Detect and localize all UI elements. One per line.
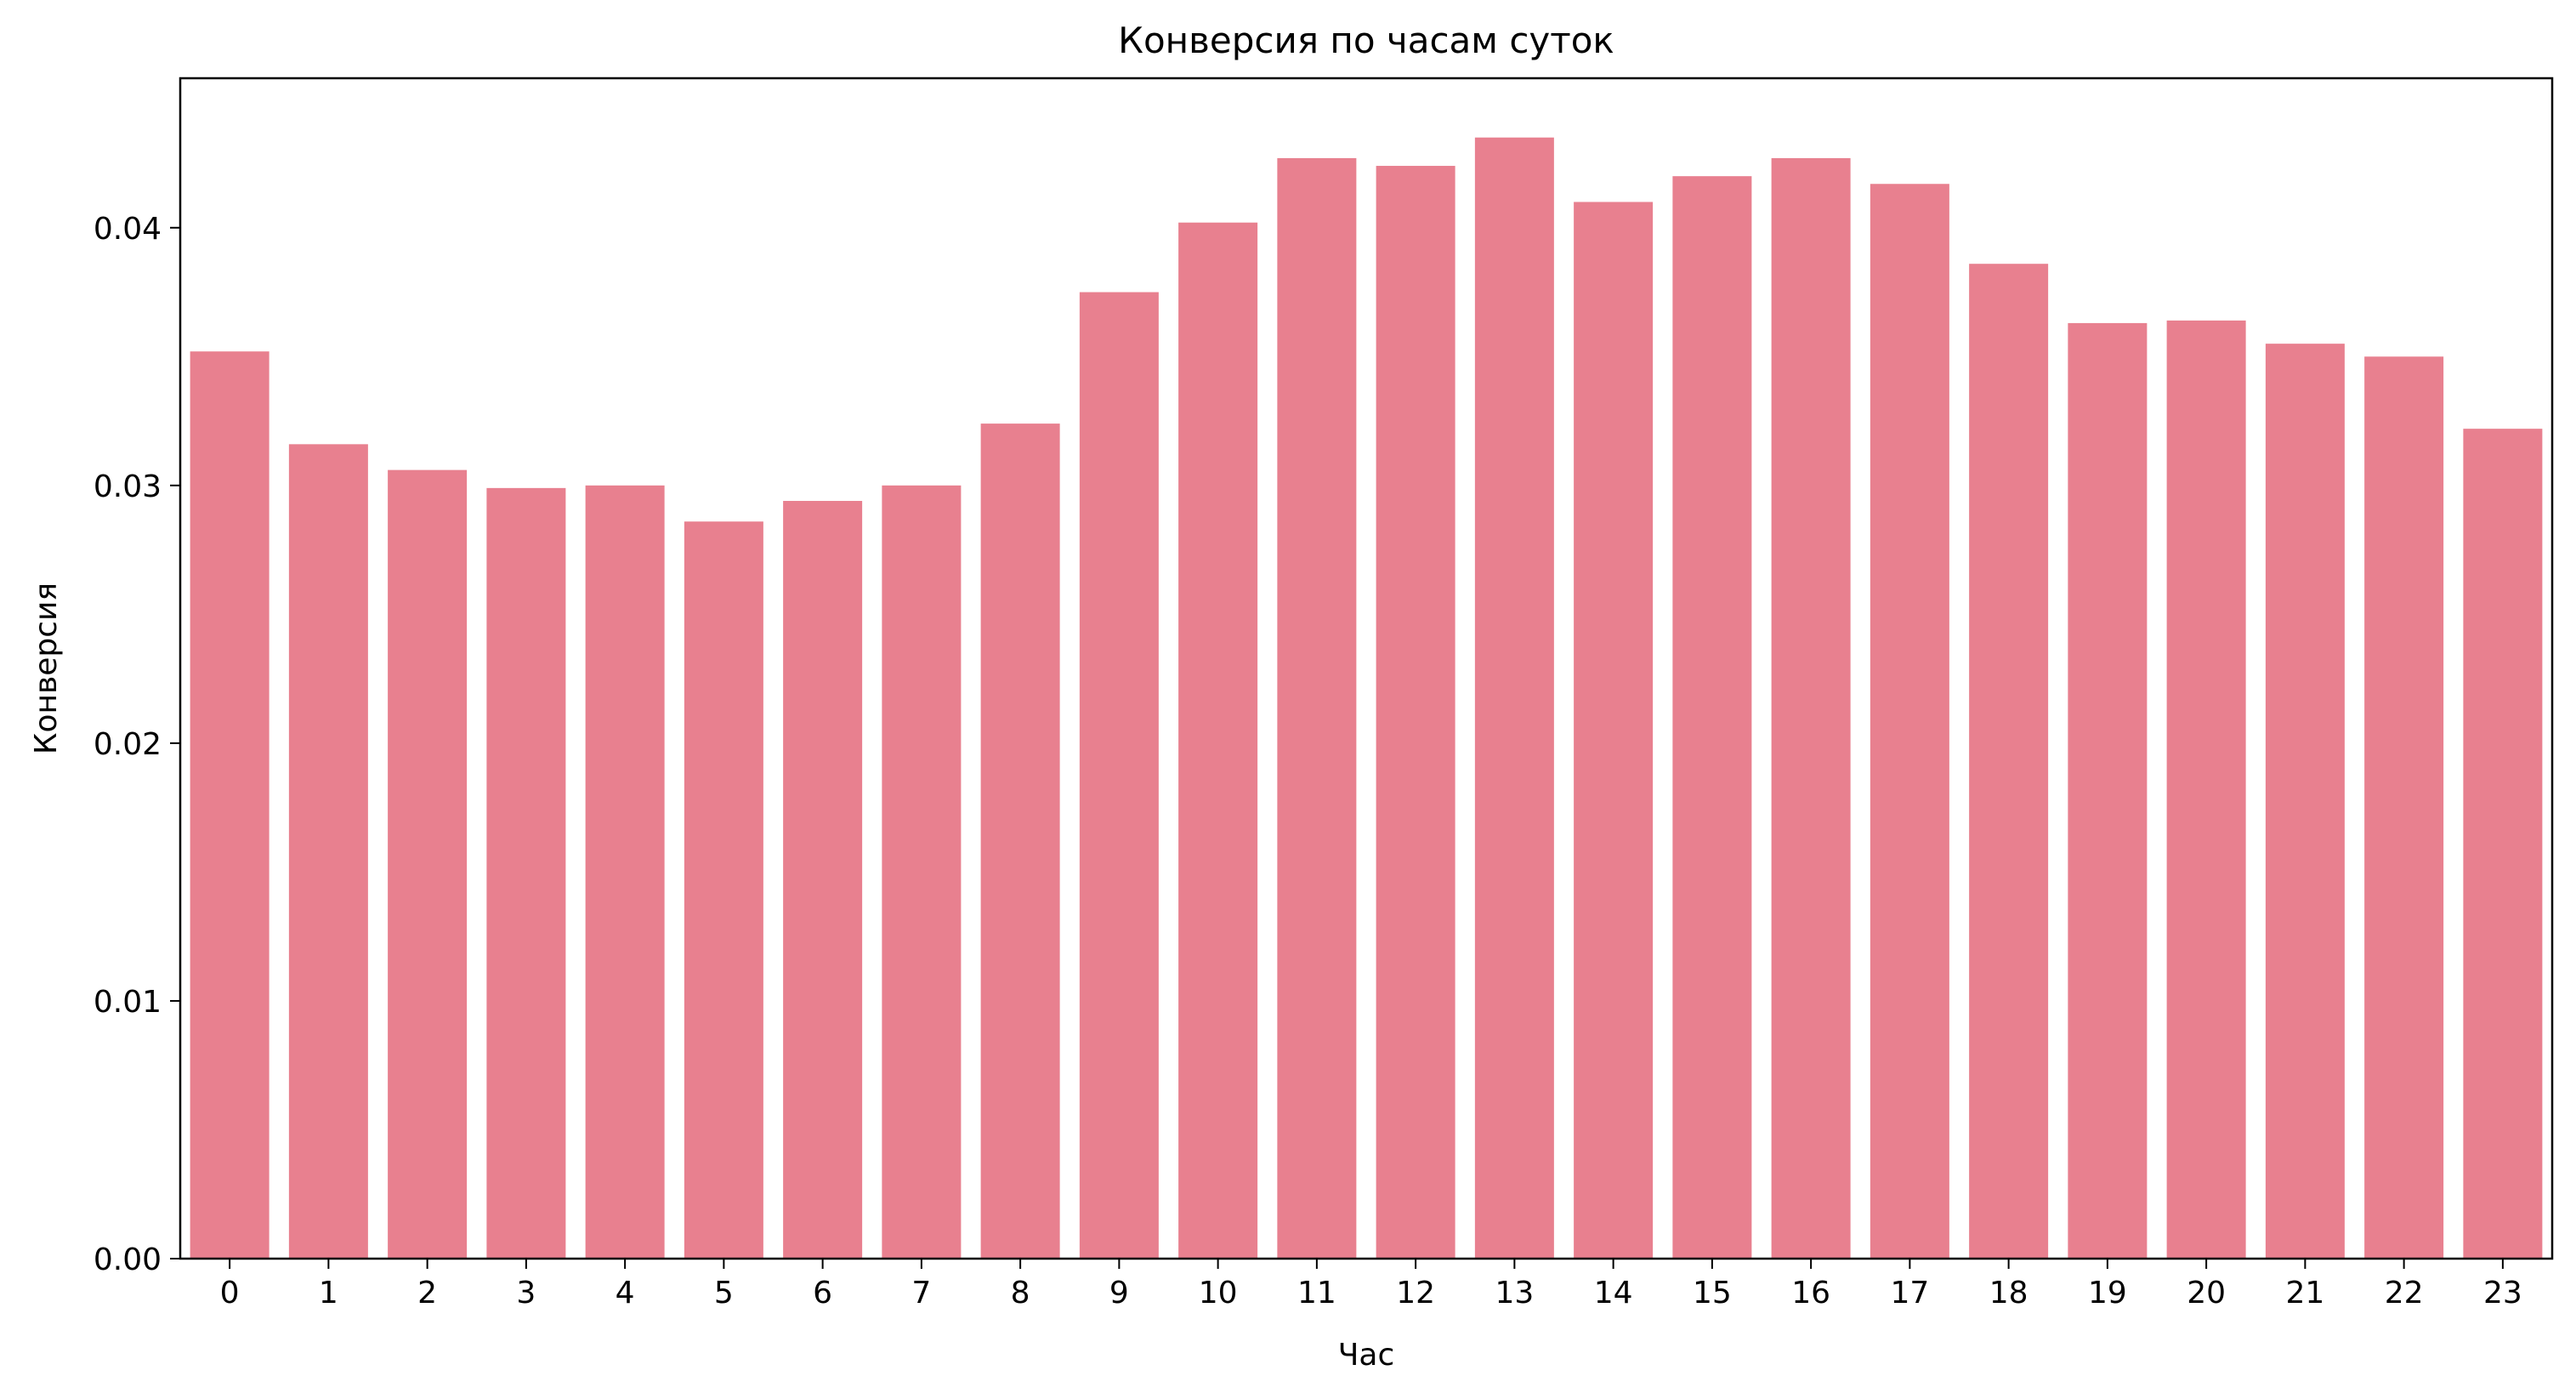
x-tick-label: 8 xyxy=(1011,1276,1030,1311)
y-tick-label: 0.04 xyxy=(94,212,162,247)
bar-hour-0 xyxy=(190,351,270,1259)
x-tick-label: 1 xyxy=(319,1276,338,1311)
plot-frame xyxy=(179,77,2554,1260)
y-tick-label: 0.03 xyxy=(94,469,162,504)
bar-hour-3 xyxy=(486,487,566,1259)
y-tick-label: 0.02 xyxy=(94,727,162,762)
bar-hour-17 xyxy=(1870,184,1949,1259)
x-tick-label: 13 xyxy=(1495,1276,1534,1311)
bar-hour-2 xyxy=(388,469,468,1259)
y-axis-label: Конверсия xyxy=(29,583,64,754)
bar-hour-10 xyxy=(1178,222,1258,1259)
bar-hour-1 xyxy=(288,444,368,1259)
bar-hour-21 xyxy=(2265,344,2345,1259)
bar-hour-22 xyxy=(2364,356,2444,1259)
x-tick-label: 5 xyxy=(714,1276,734,1311)
bar-hour-5 xyxy=(684,521,763,1259)
y-tick-label: 0.00 xyxy=(94,1242,162,1277)
x-tick-label: 9 xyxy=(1109,1276,1129,1311)
x-tick-label: 19 xyxy=(2088,1276,2127,1311)
x-axis-label: Час xyxy=(1338,1338,1395,1373)
y-axis-ticks: 0.00 0.01 0.02 0.03 0.04 xyxy=(94,212,180,1277)
x-tick-label: 20 xyxy=(2187,1276,2226,1311)
bar-hour-19 xyxy=(2068,322,2148,1259)
bar-hour-6 xyxy=(783,501,863,1259)
bar-hour-7 xyxy=(882,485,962,1259)
bars-group xyxy=(190,137,2543,1259)
y-tick-label: 0.01 xyxy=(94,985,162,1020)
x-tick-label: 10 xyxy=(1199,1276,1238,1311)
bar-hour-13 xyxy=(1474,137,1554,1259)
x-tick-label: 15 xyxy=(1693,1276,1732,1311)
x-tick-label: 17 xyxy=(1890,1276,1929,1311)
x-tick-label: 11 xyxy=(1297,1276,1336,1311)
x-tick-label: 7 xyxy=(911,1276,931,1311)
bar-hour-14 xyxy=(1574,202,1654,1259)
x-tick-label: 6 xyxy=(813,1276,832,1311)
x-tick-label: 4 xyxy=(616,1276,635,1311)
bar-hour-11 xyxy=(1277,157,1357,1259)
x-axis-ticks: 0 1 2 3 4 5 6 7 8 9 10 11 12 13 14 15 16 17 18 19 20 21 22 23 xyxy=(220,1259,2522,1311)
x-tick-label: 21 xyxy=(2285,1276,2324,1311)
bar-hour-23 xyxy=(2463,429,2543,1259)
bar-hour-15 xyxy=(1672,176,1752,1259)
bar-hour-16 xyxy=(1771,157,1851,1259)
bar-hour-12 xyxy=(1376,166,1455,1259)
bar-hour-8 xyxy=(980,424,1060,1259)
x-tick-label: 12 xyxy=(1396,1276,1435,1311)
x-tick-label: 0 xyxy=(220,1276,240,1311)
x-tick-label: 18 xyxy=(1989,1276,2028,1311)
bar-hour-18 xyxy=(1969,264,2049,1259)
x-tick-label: 16 xyxy=(1791,1276,1830,1311)
bar-hour-9 xyxy=(1079,292,1159,1259)
x-tick-label: 2 xyxy=(417,1276,437,1311)
bar-hour-4 xyxy=(585,485,665,1259)
x-tick-label: 23 xyxy=(2483,1276,2522,1311)
x-tick-label: 3 xyxy=(516,1276,536,1311)
chart-title: Конверсия по часам суток xyxy=(1118,20,1614,61)
bar-hour-20 xyxy=(2166,320,2246,1259)
x-tick-label: 14 xyxy=(1594,1276,1633,1311)
x-tick-label: 22 xyxy=(2385,1276,2424,1311)
